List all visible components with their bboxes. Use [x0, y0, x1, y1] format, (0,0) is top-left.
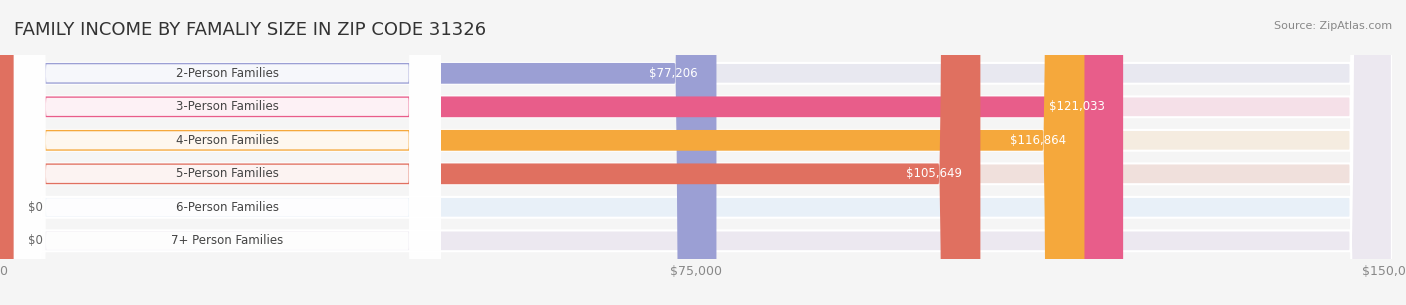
FancyBboxPatch shape [14, 0, 441, 305]
FancyBboxPatch shape [14, 0, 441, 305]
Text: 4-Person Families: 4-Person Families [176, 134, 278, 147]
FancyBboxPatch shape [0, 0, 1084, 305]
Text: 5-Person Families: 5-Person Families [176, 167, 278, 180]
Text: $0: $0 [28, 234, 42, 247]
FancyBboxPatch shape [0, 0, 717, 305]
FancyBboxPatch shape [14, 0, 441, 305]
FancyBboxPatch shape [14, 0, 441, 305]
Text: $0: $0 [28, 201, 42, 214]
Text: $105,649: $105,649 [905, 167, 962, 180]
Text: FAMILY INCOME BY FAMALIY SIZE IN ZIP CODE 31326: FAMILY INCOME BY FAMALIY SIZE IN ZIP COD… [14, 21, 486, 39]
FancyBboxPatch shape [0, 0, 980, 305]
FancyBboxPatch shape [14, 0, 441, 305]
Text: $77,206: $77,206 [650, 67, 697, 80]
Text: Source: ZipAtlas.com: Source: ZipAtlas.com [1274, 21, 1392, 31]
Text: 7+ Person Families: 7+ Person Families [172, 234, 284, 247]
Text: 6-Person Families: 6-Person Families [176, 201, 278, 214]
Text: 2-Person Families: 2-Person Families [176, 67, 278, 80]
FancyBboxPatch shape [0, 0, 1123, 305]
Text: $116,864: $116,864 [1010, 134, 1066, 147]
Text: $121,033: $121,033 [1049, 100, 1105, 113]
FancyBboxPatch shape [14, 0, 441, 305]
Text: 3-Person Families: 3-Person Families [176, 100, 278, 113]
